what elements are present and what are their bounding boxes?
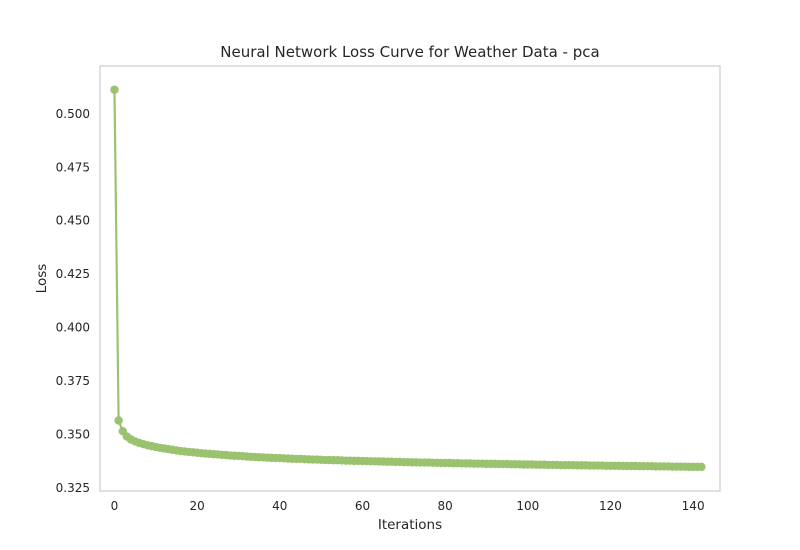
y-tick-label: 0.375 (56, 374, 90, 388)
y-tick-label: 0.425 (56, 267, 90, 281)
x-tick-label: 0 (111, 499, 119, 513)
loss-point (110, 85, 119, 94)
y-axis-label: Loss (34, 264, 50, 294)
y-tick-label: 0.500 (56, 107, 90, 121)
x-tick-label: 80 (437, 499, 452, 513)
loss-point (697, 462, 706, 472)
loss-point (114, 416, 123, 425)
x-tick-label: 120 (599, 499, 622, 513)
y-tick-label: 0.325 (56, 481, 90, 495)
x-tick-label: 60 (355, 499, 370, 513)
x-tick-label: 20 (189, 499, 204, 513)
y-tick-label: 0.475 (56, 160, 90, 174)
x-axis-ticks: 0 20 40 60 80 100 120 140 (111, 499, 705, 513)
x-tick-label: 40 (272, 499, 287, 513)
y-tick-label: 0.350 (56, 427, 90, 441)
x-tick-label: 100 (516, 499, 539, 513)
x-axis-label: Iterations (378, 517, 442, 533)
chart-title: Neural Network Loss Curve for Weather Da… (220, 43, 599, 61)
y-tick-label: 0.450 (56, 214, 90, 228)
y-axis-ticks: 0.325 0.350 0.375 0.400 0.425 0.450 0.475 0.500 (56, 107, 90, 495)
series-loss (110, 85, 706, 472)
plot-area (99, 65, 721, 492)
x-tick-label: 140 (682, 499, 705, 513)
y-tick-label: 0.400 (56, 321, 90, 335)
